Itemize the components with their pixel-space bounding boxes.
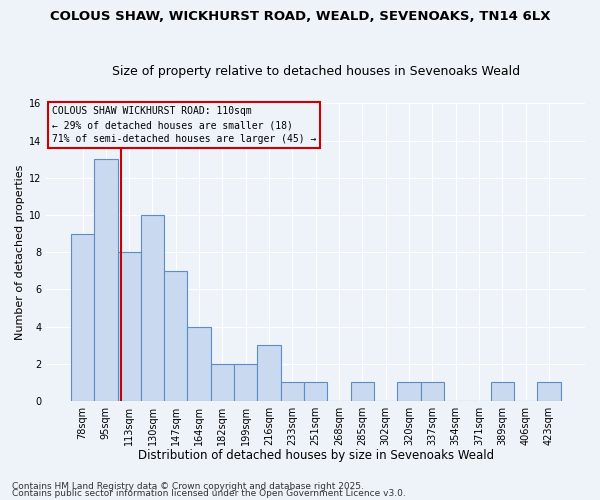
Text: COLOUS SHAW, WICKHURST ROAD, WEALD, SEVENOAKS, TN14 6LX: COLOUS SHAW, WICKHURST ROAD, WEALD, SEVE…	[50, 10, 550, 23]
Bar	[350, 382, 374, 401]
Bar	[257, 346, 281, 401]
Bar	[537, 382, 560, 401]
Text: Contains public sector information licensed under the Open Government Licence v3: Contains public sector information licen…	[12, 490, 406, 498]
Text: Contains HM Land Registry data © Crown copyright and database right 2025.: Contains HM Land Registry data © Crown c…	[12, 482, 364, 491]
Bar	[71, 234, 94, 401]
Bar	[234, 364, 257, 401]
Bar	[491, 382, 514, 401]
Bar	[421, 382, 444, 401]
Bar	[141, 215, 164, 401]
Title: Size of property relative to detached houses in Sevenoaks Weald: Size of property relative to detached ho…	[112, 66, 520, 78]
Bar	[211, 364, 234, 401]
Y-axis label: Number of detached properties: Number of detached properties	[15, 164, 25, 340]
Bar	[118, 252, 141, 401]
Bar	[164, 271, 187, 401]
X-axis label: Distribution of detached houses by size in Sevenoaks Weald: Distribution of detached houses by size …	[137, 450, 494, 462]
Text: COLOUS SHAW WICKHURST ROAD: 110sqm
← 29% of detached houses are smaller (18)
71%: COLOUS SHAW WICKHURST ROAD: 110sqm ← 29%…	[52, 106, 316, 144]
Bar	[397, 382, 421, 401]
Bar	[94, 159, 118, 401]
Bar	[281, 382, 304, 401]
Bar	[187, 326, 211, 401]
Bar	[304, 382, 328, 401]
